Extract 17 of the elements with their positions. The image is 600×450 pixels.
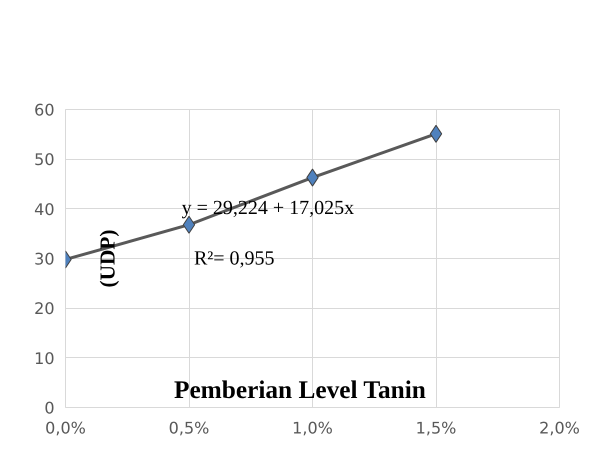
y-tick-label: 0 [44,398,55,418]
y-tick-label: 20 [34,299,54,318]
x-tick-label: 0,5% [168,418,210,438]
x-tick-label: 1,0% [292,418,333,438]
y-tick-label: 50 [34,150,54,170]
annotation: R²= 0,955 [194,248,275,270]
y-tick-label: 10 [34,348,54,368]
point [430,124,442,143]
x-tick-label: 0,0% [45,418,86,438]
x-tick-label: 2,0% [539,418,580,438]
point [306,168,319,187]
y-tick-label: 30 [34,250,54,268]
y-tick-label: 60 [34,100,54,120]
y-axis-title: (UDP) [95,229,120,288]
y-tick-label: 40 [34,200,54,219]
x-axis-title: Pemberian Level Tanin [174,376,426,404]
x-tick-label: 1,5% [416,418,456,438]
